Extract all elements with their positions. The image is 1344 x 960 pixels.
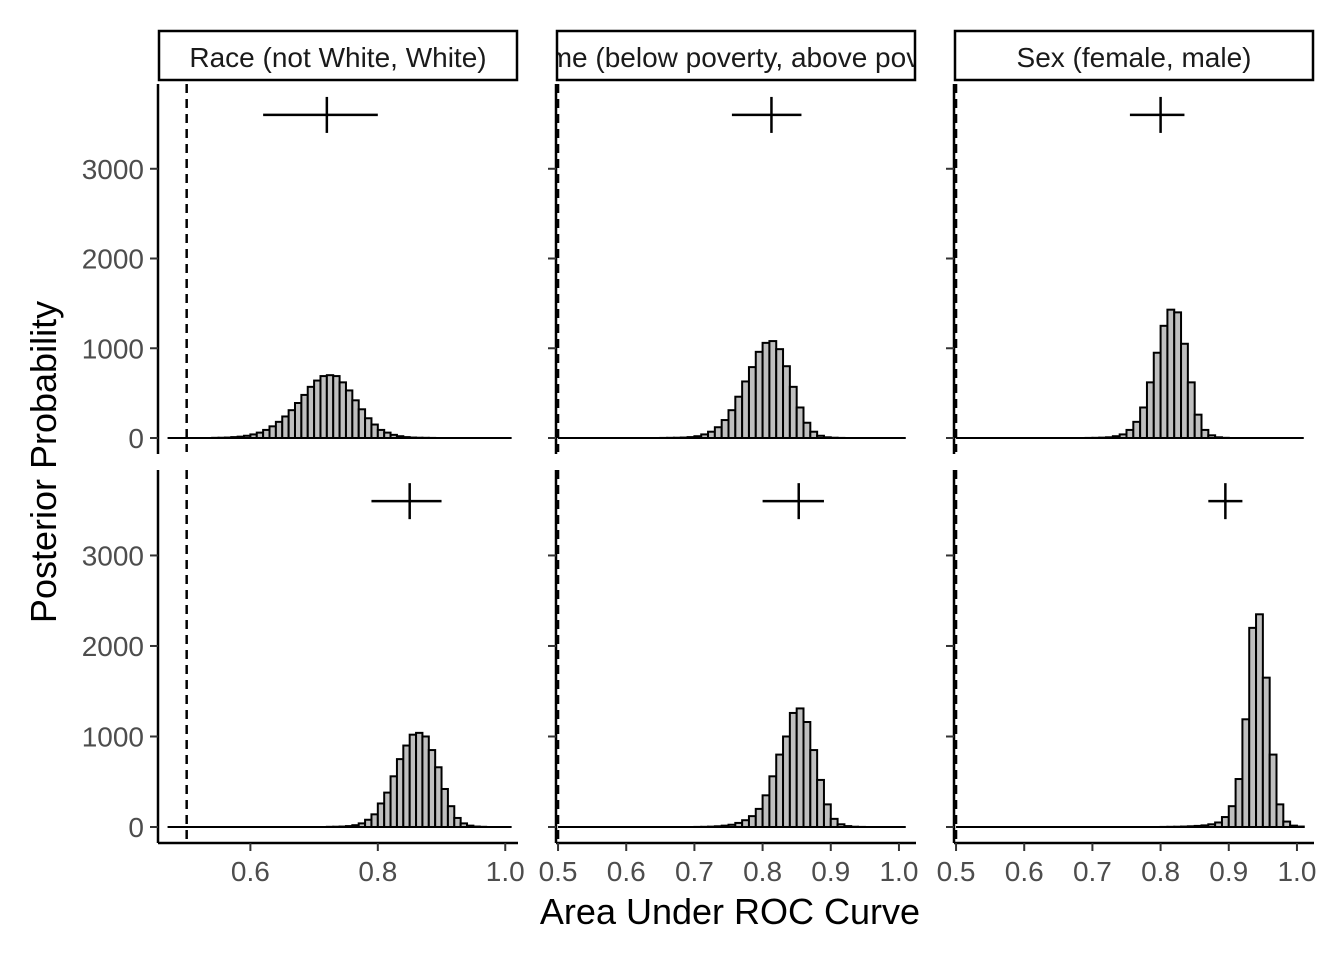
panel-2-row-0 [946, 84, 1304, 454]
histogram-bar [1200, 428, 1210, 439]
histogram-bar [1166, 308, 1176, 439]
histogram-bar [747, 366, 757, 440]
histogram-bar [829, 817, 839, 828]
histogram-bar [1275, 803, 1285, 828]
histogram-bar [727, 409, 737, 439]
histogram-bar [1152, 351, 1162, 439]
histogram-bar [1234, 778, 1244, 828]
histogram-bar [802, 721, 812, 828]
facet-strip-box [953, 29, 1315, 82]
histogram-bar [782, 735, 791, 828]
x-tick-label: 0.8 [1141, 856, 1180, 887]
histogram-bars [1159, 613, 1305, 829]
histogram-bars [1084, 308, 1230, 440]
histogram-bar [809, 749, 819, 828]
histogram-bar [713, 426, 723, 440]
x-axis-title: Area Under ROC Curve [540, 891, 920, 932]
facet-strip-label: Sex (female, male) [1017, 42, 1252, 73]
histogram-bar [754, 807, 764, 829]
y-tick-label: 3000 [82, 154, 144, 185]
histogram-bar [734, 395, 744, 440]
histogram-bar [1248, 626, 1258, 828]
histogram-bar [741, 819, 750, 829]
panel-1-row-0 [548, 84, 906, 454]
x-tick-label: 0.8 [743, 856, 782, 887]
histogram-bars [211, 374, 437, 440]
y-tick-label: 3000 [82, 540, 144, 571]
y-tick-label: 2000 [82, 631, 144, 662]
panel-0-row-1: 0 1000 2000 3000 0.6 0.8 1.0 [82, 470, 525, 887]
histogram-bar [816, 778, 825, 829]
histogram-bar [1255, 613, 1264, 828]
histogram-bar [1125, 428, 1135, 439]
x-tick-label: 0.9 [1209, 856, 1248, 887]
histogram-bar [788, 711, 798, 829]
histogram-bar [768, 340, 778, 440]
facet-strip-box [555, 29, 917, 82]
histogram-bar [761, 341, 771, 439]
histogram-bar [1139, 406, 1148, 440]
histogram-bar [1261, 676, 1271, 829]
histogram-bar [1227, 805, 1237, 829]
histogram-bars [693, 707, 866, 829]
histogram-bar [802, 421, 812, 440]
histogram-bar [1173, 311, 1183, 440]
y-axis-title: Posterior Probability [23, 301, 64, 623]
histogram-bar [768, 775, 778, 828]
histogram-bar [1268, 753, 1278, 828]
x-tick-label: 0.6 [1005, 856, 1044, 887]
y-tick-label: 2000 [82, 244, 144, 275]
x-tick-label: 0.7 [1073, 856, 1112, 887]
histogram-bar [720, 419, 730, 439]
x-tick-label: 0.5 [539, 856, 578, 887]
histogram-bar [782, 365, 791, 440]
histogram-bar [754, 350, 764, 440]
x-tick-label: 0.6 [607, 856, 646, 887]
histogram-bar [1132, 420, 1142, 440]
histogram-bar [1193, 413, 1203, 439]
histogram-bar [1241, 718, 1251, 828]
histogram-bar [775, 348, 785, 439]
x-tick-label: 0.6 [231, 856, 270, 887]
histogram-bars [325, 731, 488, 829]
x-tick-label: 0.9 [811, 856, 850, 887]
histogram-bar [1220, 816, 1230, 828]
x-tick-label: 0.5 [937, 856, 976, 887]
x-tick-label: 1.0 [1277, 856, 1316, 887]
histogram-bar [741, 380, 750, 440]
histogram-bar [795, 707, 805, 829]
facet-strip-label: Income (below poverty, above poverty) [496, 42, 976, 73]
histogram-bar [822, 803, 832, 828]
panel-1-row-1: 0.5 0.6 0.7 0.8 0.9 1.0 [539, 470, 918, 887]
facet-strip-label: Race (not White, White) [189, 42, 486, 73]
x-tick-label: 0.8 [358, 856, 397, 887]
panel-0-row-0: 0 1000 2000 3000 [82, 84, 512, 454]
histogram-bar [795, 406, 805, 440]
x-tick-label: 0.7 [675, 856, 714, 887]
y-tick-label: 0 [128, 423, 144, 454]
histogram-bar [761, 794, 771, 828]
y-tick-label: 1000 [82, 333, 144, 364]
x-tick-label: 1.0 [486, 856, 525, 887]
histogram-bar [1180, 342, 1189, 439]
histogram-bar [775, 753, 785, 828]
histogram-bar [1145, 381, 1155, 440]
histogram-bar [1159, 324, 1169, 440]
histogram-bar [747, 815, 757, 829]
y-tick-label: 0 [128, 812, 144, 843]
y-tick-label: 1000 [82, 721, 144, 752]
histogram-bar [788, 385, 798, 440]
facet-strip-box [157, 29, 519, 82]
panel-2-row-1: 0.5 0.6 0.7 0.8 0.9 1.0 [937, 470, 1316, 887]
strips-layer: Race (not White, White) Income (below pov… [157, 29, 1315, 82]
x-tick-label: 1.0 [879, 856, 918, 887]
histogram-bars [659, 340, 846, 440]
histogram-bar [1186, 381, 1196, 440]
